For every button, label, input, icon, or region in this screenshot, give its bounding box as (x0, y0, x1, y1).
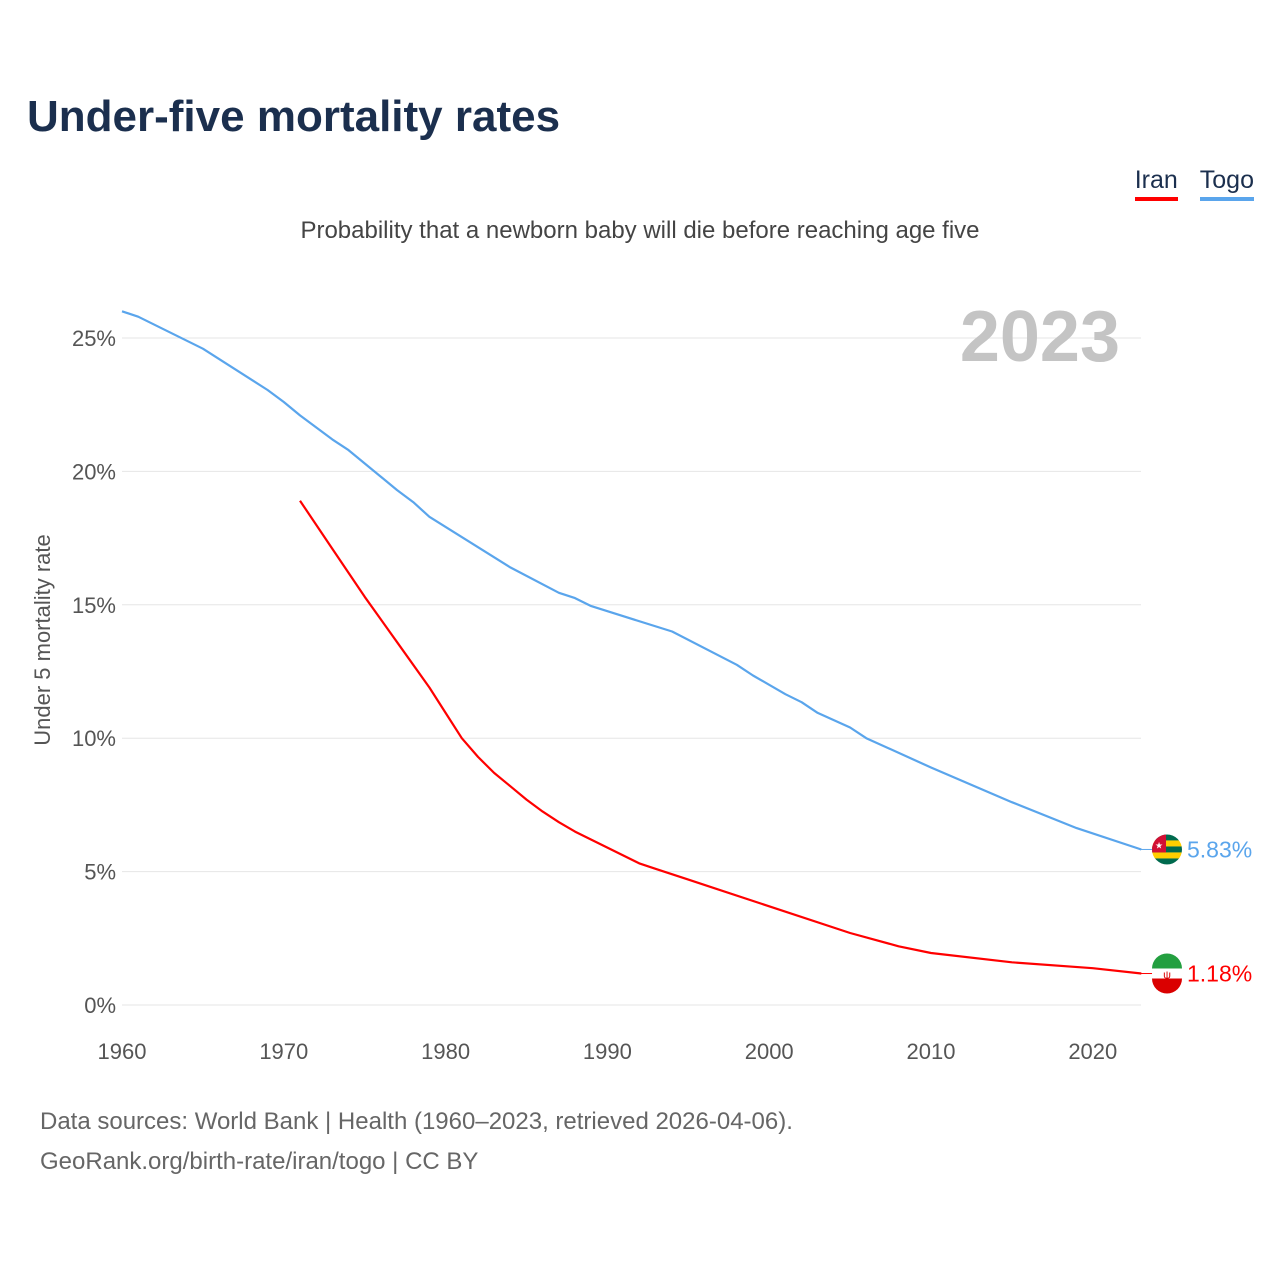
x-tick-label: 2020 (1068, 1039, 1117, 1064)
end-value-label-iran: 1.18% (1187, 961, 1252, 987)
x-tick-label: 1970 (259, 1039, 308, 1064)
y-axis-label: Under 5 mortality rate (30, 534, 55, 746)
series-line-togo (121, 310, 1142, 851)
source-link[interactable]: GeoRank.org/birth-rate/iran/togo | CC BY (40, 1148, 479, 1175)
chart-title: Under-five mortality rates (27, 92, 561, 141)
flag-stripe (1152, 953, 1182, 969)
flag-emblem: ψ (1163, 970, 1171, 982)
x-tick-label: 2000 (745, 1039, 794, 1064)
series-line-iran (299, 500, 1142, 975)
y-tick-label: 20% (72, 459, 116, 484)
chart-subtitle: Probability that a newborn baby will die… (300, 217, 980, 244)
y-tick-label: 5% (84, 860, 116, 885)
legend-iran[interactable]: Iran (1134, 166, 1178, 201)
y-tick-label: 25% (72, 326, 116, 351)
x-tick-label: 1960 (98, 1039, 147, 1064)
legend: Iran Togo (1134, 166, 1254, 201)
flag-stripe (1152, 978, 1182, 994)
y-tick-label: 10% (72, 726, 116, 751)
legend-togo[interactable]: Togo (1199, 166, 1254, 201)
source-line: Data sources: World Bank | Health (1960–… (40, 1108, 793, 1135)
y-tick-label: 15% (72, 593, 116, 618)
flag-star: ★ (1155, 840, 1163, 850)
x-tick-label: 1980 (421, 1039, 470, 1064)
y-tick-label: 0% (84, 993, 116, 1018)
year-watermark: 2023 (960, 297, 1120, 377)
x-tick-label: 1990 (583, 1039, 632, 1064)
x-tick-label: 2010 (907, 1039, 956, 1064)
end-value-label-togo: 5.83% (1187, 836, 1252, 862)
